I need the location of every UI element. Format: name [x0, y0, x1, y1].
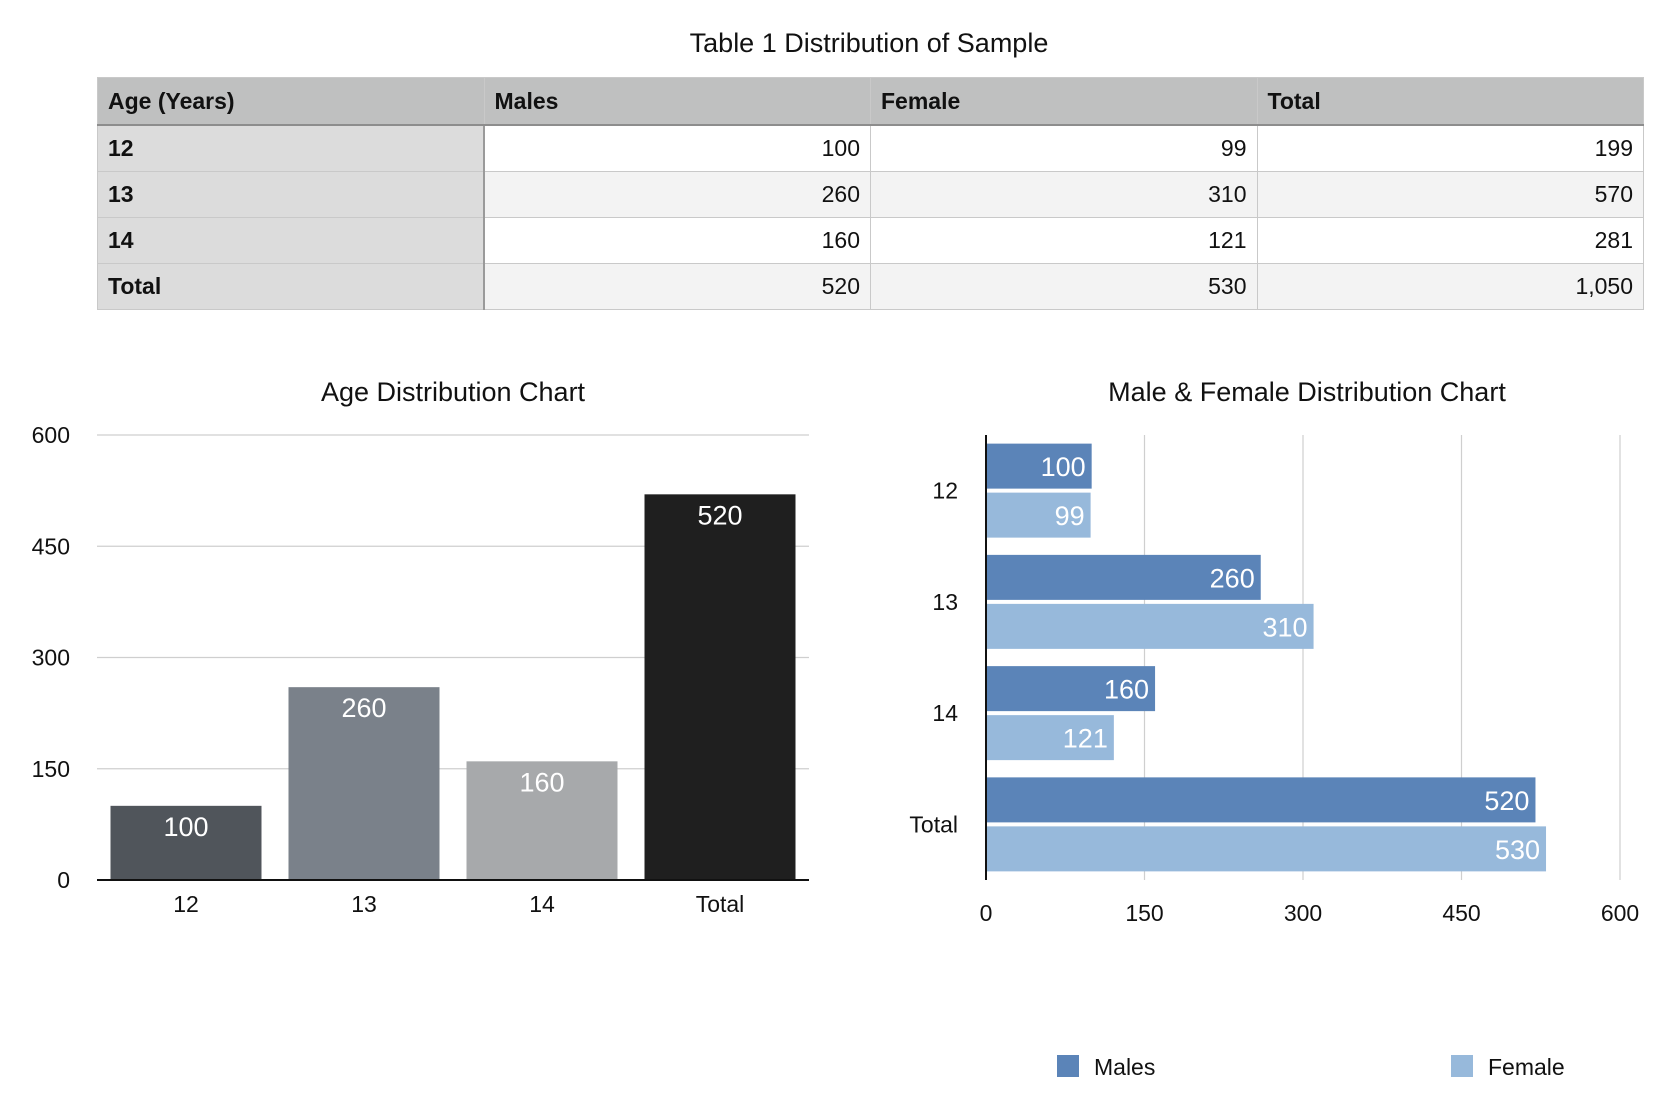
- mf-bar-males: [986, 666, 1156, 712]
- age-bar-value-label: 260: [341, 693, 386, 723]
- age-y-tick-label: 0: [57, 867, 70, 893]
- cell-total: 1,050: [1256, 263, 1644, 310]
- legend-swatch-males: [1057, 1055, 1079, 1077]
- table-header-row: Age (Years) Males Female Total: [97, 77, 1644, 126]
- cell-female: 121: [870, 217, 1258, 264]
- legend-label-males: Males: [1094, 1054, 1155, 1080]
- table-row: 14 160 121 281: [97, 217, 1644, 264]
- distribution-table: Age (Years) Males Female Total 12 100 99…: [97, 77, 1644, 310]
- age-chart-title: Age Distribution Chart: [321, 377, 586, 407]
- cell-males: 260: [483, 171, 871, 218]
- mf-bar-value-label: 100: [1041, 452, 1086, 482]
- cell-total: 281: [1256, 217, 1644, 264]
- age-bar-value-label: 520: [697, 500, 742, 530]
- age-x-tick-label: Total: [696, 891, 745, 917]
- age-y-tick-label: 600: [32, 422, 70, 448]
- mf-y-tick-label: 13: [932, 589, 958, 615]
- mf-bar-value-label: 520: [1484, 786, 1529, 816]
- age-bar-value-label: 160: [519, 767, 564, 797]
- header-female: Female: [870, 77, 1258, 126]
- mf-x-tick-label: 300: [1284, 900, 1322, 926]
- cell-female: 310: [870, 171, 1258, 218]
- mf-bar-female: [986, 715, 1114, 761]
- cell-female: 530: [870, 263, 1258, 310]
- mf-bar-female: [986, 826, 1547, 872]
- cell-total: 199: [1256, 124, 1644, 172]
- age-y-tick-label: 450: [32, 533, 70, 559]
- mf-x-tick-label: 0: [980, 900, 993, 926]
- mf-x-tick-label: 600: [1601, 900, 1639, 926]
- cell-total: 570: [1256, 171, 1644, 218]
- mf-chart-title: Male & Female Distribution Chart: [1108, 377, 1506, 407]
- table-row: 12 100 99 199: [97, 124, 1644, 172]
- age-x-tick-label: 12: [173, 891, 199, 917]
- age-x-tick-label: 14: [529, 891, 555, 917]
- age-bar: [466, 761, 618, 880]
- row-label: Total: [97, 263, 485, 310]
- mf-x-tick-label: 150: [1125, 900, 1163, 926]
- mf-bar-value-label: 530: [1495, 835, 1540, 865]
- table-row: 13 260 310 570: [97, 171, 1644, 218]
- table-row: Total 520 530 1,050: [97, 263, 1644, 310]
- mf-bar-value-label: 160: [1104, 675, 1149, 705]
- cell-males: 160: [483, 217, 871, 264]
- cell-female: 99: [870, 124, 1258, 172]
- mf-bar-value-label: 260: [1210, 563, 1255, 593]
- row-label: 12: [97, 124, 485, 172]
- age-bar-value-label: 100: [163, 812, 208, 842]
- mf-x-tick-label: 450: [1442, 900, 1480, 926]
- mf-y-tick-label: 12: [932, 478, 958, 504]
- age-bar: [288, 687, 440, 880]
- header-age: Age (Years): [97, 77, 485, 126]
- legend-label-female: Female: [1488, 1054, 1565, 1080]
- mf-bar-value-label: 310: [1263, 612, 1308, 642]
- age-x-tick-label: 13: [351, 891, 377, 917]
- age-y-tick-label: 150: [32, 756, 70, 782]
- mf-y-tick-label: Total: [909, 811, 958, 837]
- mf-bar-males: [986, 443, 1092, 489]
- age-y-tick-label: 300: [32, 645, 70, 671]
- mf-bar-males: [986, 777, 1536, 823]
- male-female-distribution-chart: Male & Female Distribution Chart 0 150 300…: [909, 377, 1639, 1080]
- mf-bar-value-label: 99: [1055, 501, 1085, 531]
- age-bar: [110, 805, 262, 880]
- cell-males: 100: [483, 124, 871, 172]
- mf-bar-female: [986, 492, 1091, 538]
- mf-bar-males: [986, 554, 1261, 600]
- table-title: Table 1 Distribution of Sample: [689, 28, 1049, 58]
- header-total: Total: [1256, 77, 1644, 126]
- cell-males: 520: [483, 263, 871, 310]
- mf-bar-value-label: 121: [1063, 724, 1108, 754]
- age-distribution-chart: Age Distribution Chart 0 150 300 450 600 100 1…: [32, 377, 809, 917]
- legend-swatch-female: [1451, 1055, 1473, 1077]
- age-bar: [644, 494, 796, 880]
- row-label: 14: [97, 217, 485, 264]
- row-label: 13: [97, 171, 485, 218]
- mf-y-tick-label: 14: [932, 700, 958, 726]
- mf-bar-female: [986, 603, 1314, 649]
- header-males: Males: [483, 77, 871, 126]
